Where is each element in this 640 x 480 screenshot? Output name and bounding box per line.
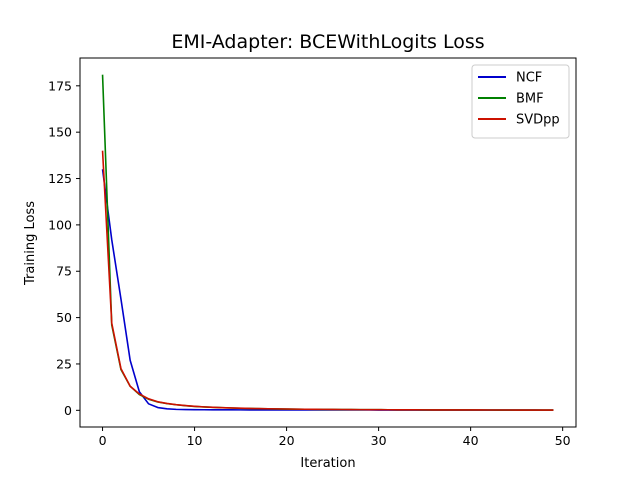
y-tick-label: 125 [48,171,72,186]
y-tick-label: 100 [48,217,72,232]
y-axis-ticks: 0 25 50 75 100 125 150 175 [48,78,80,418]
legend-label-bmf: BMF [516,92,544,107]
y-tick-label: 25 [56,356,72,371]
x-tick-label: 50 [555,433,571,448]
x-axis-label: Iteration [300,456,355,471]
legend: NCF BMF SVDpp [471,64,570,139]
x-axis-ticks: 0 10 20 30 40 50 [99,427,571,448]
chart-title: EMI-Adapter: BCEWithLogits Loss [171,31,484,53]
y-axis-label: Training Loss [23,201,38,286]
plot-frame [79,57,577,428]
y-tick-label: 175 [48,78,72,93]
y-tick-label: 75 [56,264,72,279]
x-tick-label: 20 [279,433,295,448]
y-tick-label: 150 [48,125,72,140]
y-tick-label: 0 [64,403,72,418]
x-tick-label: 30 [371,433,387,448]
plot-lines [101,74,554,411]
legend-label-ncf: NCF [516,71,542,86]
x-tick-label: 10 [187,433,203,448]
legend-label-svdpp: SVDpp [516,113,560,128]
y-tick-label: 50 [56,310,72,325]
x-tick-label: 0 [99,433,107,448]
series-line-svdpp [101,150,554,411]
x-tick-label: 40 [463,433,479,448]
